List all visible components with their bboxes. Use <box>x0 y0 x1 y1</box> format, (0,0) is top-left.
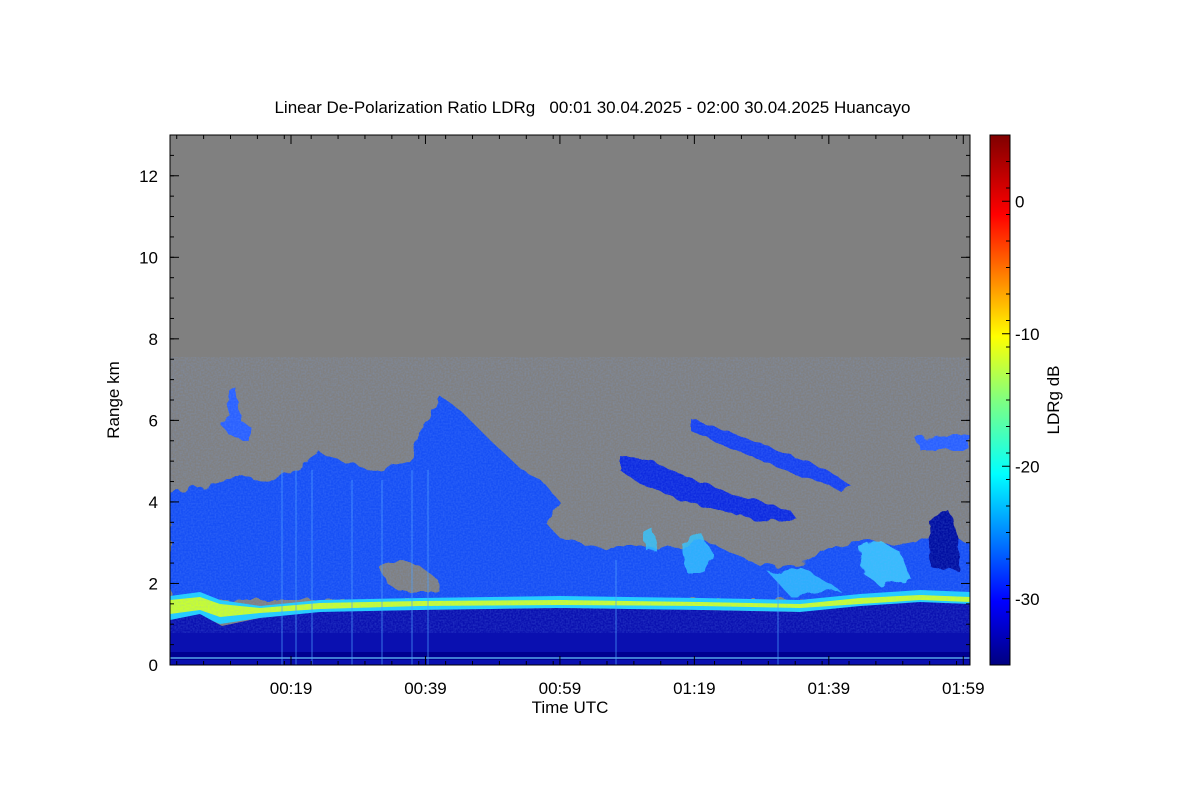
x-tick-label: 00:39 <box>404 679 447 698</box>
x-axis-label: Time UTC <box>531 698 609 717</box>
colorbar-tick-label: -30 <box>1015 590 1040 609</box>
y-tick-label: 12 <box>139 167 158 186</box>
axes-ticks: 00:19 00:39 00:59 01:19 01:39 01:59 0 2 4 6 8 10 12 <box>139 134 985 698</box>
colorbar-label: LDRg dB <box>1044 365 1063 435</box>
surface-line <box>170 657 970 659</box>
y-tick-label: 0 <box>149 656 158 675</box>
x-tick-label: 01:39 <box>808 679 851 698</box>
plot-area <box>169 134 971 666</box>
chart-title: Linear De-Polarization Ratio LDRg 00:01 … <box>274 98 911 117</box>
y-tick-label: 10 <box>139 248 158 267</box>
near-surface-layer <box>170 602 970 665</box>
texture-overlay <box>170 380 970 610</box>
colorbar-tick-label: 0 <box>1015 192 1024 211</box>
colorbar-tick-label: -20 <box>1015 457 1040 476</box>
y-tick-label: 4 <box>149 493 158 512</box>
colorbar-ticks: 0 -10 -20 -30 <box>1002 134 1040 666</box>
y-tick-label: 2 <box>149 574 158 593</box>
x-tick-label: 00:59 <box>539 679 582 698</box>
surface-strip <box>170 652 970 660</box>
y-tick-label: 8 <box>149 330 158 349</box>
x-tick-label: 01:59 <box>942 679 985 698</box>
heatmap-layers <box>170 380 970 665</box>
y-tick-label: 6 <box>149 411 158 430</box>
x-tick-label: 01:19 <box>673 679 716 698</box>
y-axis-label: Range km <box>104 361 123 439</box>
x-tick-label: 00:19 <box>270 679 313 698</box>
colorbar-tick-label: -10 <box>1015 325 1040 344</box>
